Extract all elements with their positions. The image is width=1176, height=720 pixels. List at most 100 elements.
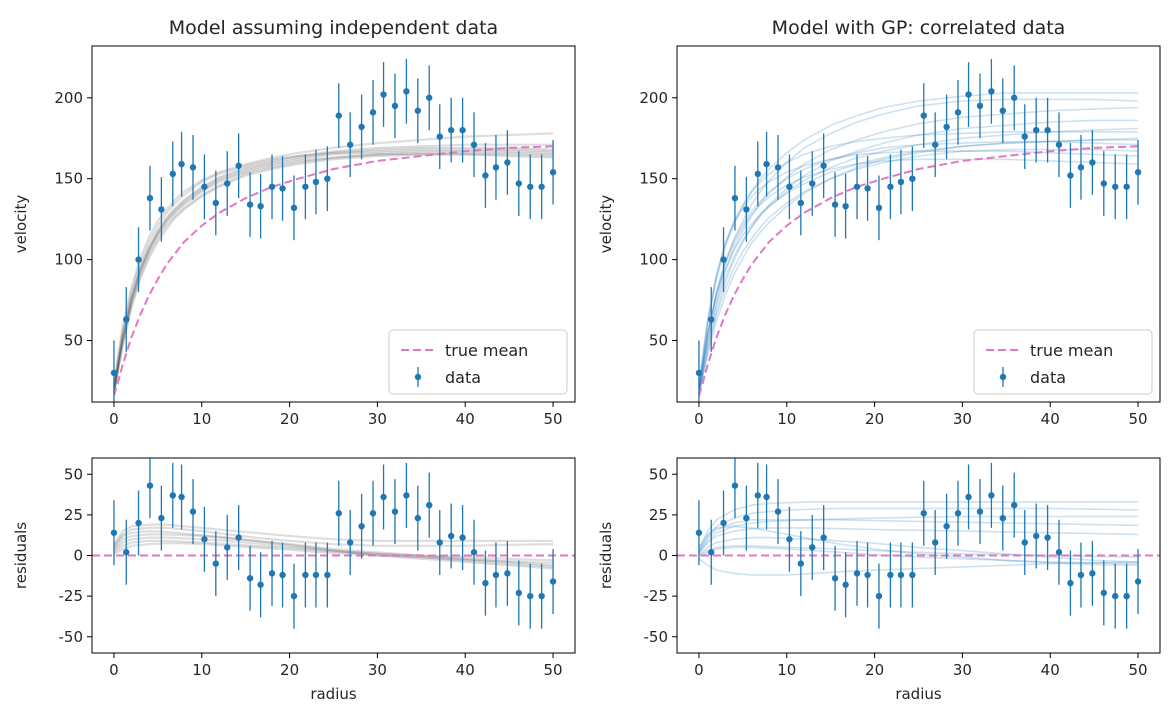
data-point: [1123, 592, 1130, 600]
data-point: [1032, 126, 1040, 134]
data-point: [1055, 549, 1063, 556]
data-point: [774, 508, 782, 515]
model-sample-curve: [112, 143, 553, 388]
data-point: [743, 206, 750, 213]
data-point: [290, 204, 298, 212]
model-sample-curve: [698, 139, 1138, 395]
x-tick-label: 0: [694, 410, 704, 428]
x-tick-label: 10: [192, 661, 211, 679]
data-point: [403, 492, 410, 499]
legend-true-mean-label: true mean: [1030, 341, 1113, 360]
x-tick-label: 50: [543, 410, 562, 428]
x-tick-label: 30: [368, 410, 387, 428]
y-tick-label: 0: [658, 547, 668, 565]
model-sample-curve: [698, 546, 1139, 565]
true-mean-line: [698, 145, 1139, 396]
x-tick-label: 50: [1128, 410, 1147, 428]
model-sample-curve: [698, 515, 1138, 553]
data-point: [178, 160, 185, 168]
data-point: [135, 519, 142, 527]
data-point: [999, 514, 1007, 522]
y-axis-label: velocity: [12, 195, 30, 254]
model-sample-curve: [698, 501, 1138, 550]
data-point: [875, 592, 883, 600]
x-tick-label: 0: [109, 661, 119, 679]
data-point: [346, 141, 354, 148]
y-tick-label: 50: [64, 332, 83, 350]
data-point: [943, 123, 950, 131]
data-point: [988, 492, 995, 499]
legend: true mean data: [388, 329, 568, 395]
data-point: [224, 544, 231, 551]
data-point: [135, 256, 142, 263]
data-point: [436, 539, 443, 546]
data-point: [324, 571, 331, 579]
axes-frame: [676, 45, 1161, 403]
data-point: [976, 102, 984, 110]
legend-frame: [973, 329, 1153, 395]
data-point: [1044, 534, 1051, 541]
data-point: [290, 592, 298, 600]
x-tick-label: 10: [777, 661, 796, 679]
x-tick-label: 20: [280, 661, 299, 679]
data-point: [279, 185, 286, 192]
data-point: [369, 109, 377, 116]
data-point: [763, 493, 770, 501]
data-point: [797, 199, 805, 207]
data-point: [335, 510, 342, 517]
data-point: [720, 519, 727, 527]
panel-residuals-gp: 0 10 20 30 40 50 -50 -25 0 25 50 residuals radius: [597, 457, 1161, 703]
data-point: [257, 203, 264, 210]
plot-area: [110, 58, 557, 402]
data-point: [459, 126, 466, 134]
data-point: [999, 107, 1007, 114]
data-point: [268, 183, 276, 190]
data-point: [391, 102, 399, 110]
axes-frame: [91, 45, 576, 403]
data-point: [312, 178, 320, 186]
data-point: [853, 183, 861, 190]
data-point: [897, 571, 905, 579]
data-point: [820, 534, 827, 541]
data-point: [976, 508, 984, 515]
data-point: [708, 316, 715, 323]
data-point: [954, 109, 962, 116]
data-point: [1112, 183, 1119, 190]
model-sample-curve: [113, 533, 554, 567]
data-point: [201, 183, 208, 190]
data-point: [358, 123, 365, 131]
data-point: [931, 141, 939, 148]
data-point: [246, 201, 254, 208]
data-point: [931, 539, 939, 546]
data-point: [909, 175, 916, 182]
data-point: [731, 194, 739, 202]
y-tick-label: 200: [639, 89, 668, 107]
data-point: [224, 180, 231, 187]
data-point: [492, 164, 500, 171]
data-point: [549, 169, 557, 176]
data-point: [897, 178, 905, 186]
x-tick-label: 50: [1128, 661, 1147, 679]
data-point: [257, 581, 264, 588]
legend-true-mean-label: true mean: [445, 341, 528, 360]
data-point: [169, 170, 176, 178]
data-point: [470, 549, 478, 556]
x-tick-label: 40: [1041, 661, 1060, 679]
y-tick-label: 200: [54, 89, 83, 107]
legend-data-marker: [414, 373, 422, 381]
model-sample-curve: [112, 151, 554, 393]
data-point: [920, 112, 927, 119]
data-point: [189, 508, 197, 515]
data-point: [1011, 501, 1018, 509]
data-point: [864, 571, 871, 579]
data-point: [212, 560, 220, 567]
data-point: [809, 544, 816, 551]
data-point: [731, 482, 739, 489]
data-point: [695, 529, 703, 536]
data-point: [831, 575, 839, 582]
x-axis-label: radius: [895, 685, 942, 703]
data-point: [1123, 183, 1130, 190]
plot-area: [695, 58, 1142, 402]
data-point: [1021, 539, 1028, 546]
panel-velocity-gp: 0 10 20 30 40 50 50 100 150 200 Model with GP: cor…: [597, 17, 1161, 428]
